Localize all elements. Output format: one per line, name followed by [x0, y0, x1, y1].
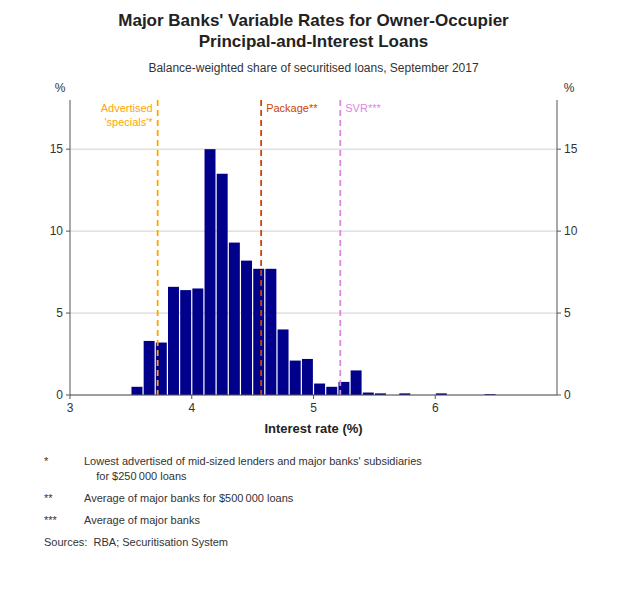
bar: [131, 387, 142, 395]
reference-line: [260, 100, 262, 395]
reference-line: [157, 100, 159, 395]
bar: [229, 243, 240, 395]
text-line: 'specials'*: [104, 116, 153, 128]
y2-axis: [557, 100, 558, 395]
y-tick-label: 10: [50, 224, 64, 238]
text-line: Average of major banks for $500 000 loan…: [84, 492, 294, 504]
text-line: Advertised: [101, 102, 153, 114]
reference-line: [339, 100, 341, 395]
grid-line: [70, 313, 557, 314]
note: Average of major banks for $500 000 loan…: [84, 492, 294, 504]
y2-tick-label: 15: [564, 142, 578, 156]
bar: [290, 361, 301, 395]
annotation: Advertised 'specials'*: [101, 102, 154, 128]
y-tick: [66, 231, 70, 232]
text-line: Major Banks' Variable Rates for Owner-Oc…: [118, 11, 509, 30]
bar: [278, 329, 289, 395]
y-tick: [66, 395, 70, 396]
bar: [326, 387, 337, 395]
bar: [253, 269, 264, 395]
y-tick-label: 5: [56, 306, 63, 320]
y2-axis-label: %: [564, 81, 575, 95]
bar: [351, 370, 362, 395]
note-marker: ***: [44, 514, 58, 526]
text-line: Sources: RBA; Securitisation System: [44, 536, 228, 548]
x-axis-label: Interest rate (%): [264, 421, 362, 436]
plot-area: [131, 100, 495, 395]
grid-line: [70, 149, 557, 150]
bar: [314, 384, 325, 395]
y-tick-label: 15: [50, 142, 64, 156]
chart: Major Banks' Variable Rates for Owner-Oc…: [0, 0, 627, 608]
x-tick-label: 3: [67, 401, 74, 415]
y2-tick: [557, 395, 561, 396]
bar: [205, 149, 216, 395]
y2-tick: [557, 231, 561, 232]
bar: [144, 341, 155, 395]
x-tick: [191, 395, 192, 399]
annotation: SVR***: [345, 102, 381, 114]
subtitle: Balance-weighted share of securitised lo…: [148, 61, 479, 75]
x-tick-label: 4: [188, 401, 195, 415]
y-axis-label: %: [55, 81, 66, 95]
y2-tick: [557, 149, 561, 150]
text-line: Average of major banks: [84, 514, 200, 526]
bar: [180, 290, 191, 395]
text-line: Package**: [266, 102, 318, 114]
bar: [241, 261, 252, 395]
bar: [302, 359, 313, 395]
y2-tick-label: 5: [564, 306, 571, 320]
x-tick: [70, 395, 71, 399]
y2-tick-label: 0: [564, 388, 571, 402]
grid-line: [70, 231, 557, 232]
bar: [168, 287, 179, 395]
y2-tick: [557, 313, 561, 314]
x-tick-label: 5: [310, 401, 317, 415]
text-line: Lowest advertised of mid-sized lenders a…: [84, 455, 422, 467]
y-tick-label: 0: [56, 388, 63, 402]
y2-tick-label: 10: [564, 224, 578, 238]
text-line: Principal-and-Interest Loans: [199, 32, 429, 51]
text-line: for $250 000 loans: [84, 470, 187, 482]
note: Sources: RBA; Securitisation System: [44, 536, 228, 548]
x-tick: [435, 395, 436, 399]
note-marker: *: [44, 455, 49, 467]
y-tick: [66, 313, 70, 314]
bar: [265, 269, 276, 395]
x-tick: [313, 395, 314, 399]
title: Major Banks' Variable Rates for Owner-Oc…: [118, 11, 509, 51]
note-marker: **: [44, 492, 53, 504]
y-axis: [70, 100, 71, 395]
y-tick: [66, 149, 70, 150]
note: Lowest advertised of mid-sized lenders a…: [84, 455, 422, 482]
bar: [217, 174, 228, 395]
bar: [192, 288, 203, 395]
x-tick-label: 6: [432, 401, 439, 415]
note: Average of major banks: [84, 514, 200, 526]
text-line: SVR***: [345, 102, 381, 114]
annotation: Package**: [266, 102, 318, 114]
